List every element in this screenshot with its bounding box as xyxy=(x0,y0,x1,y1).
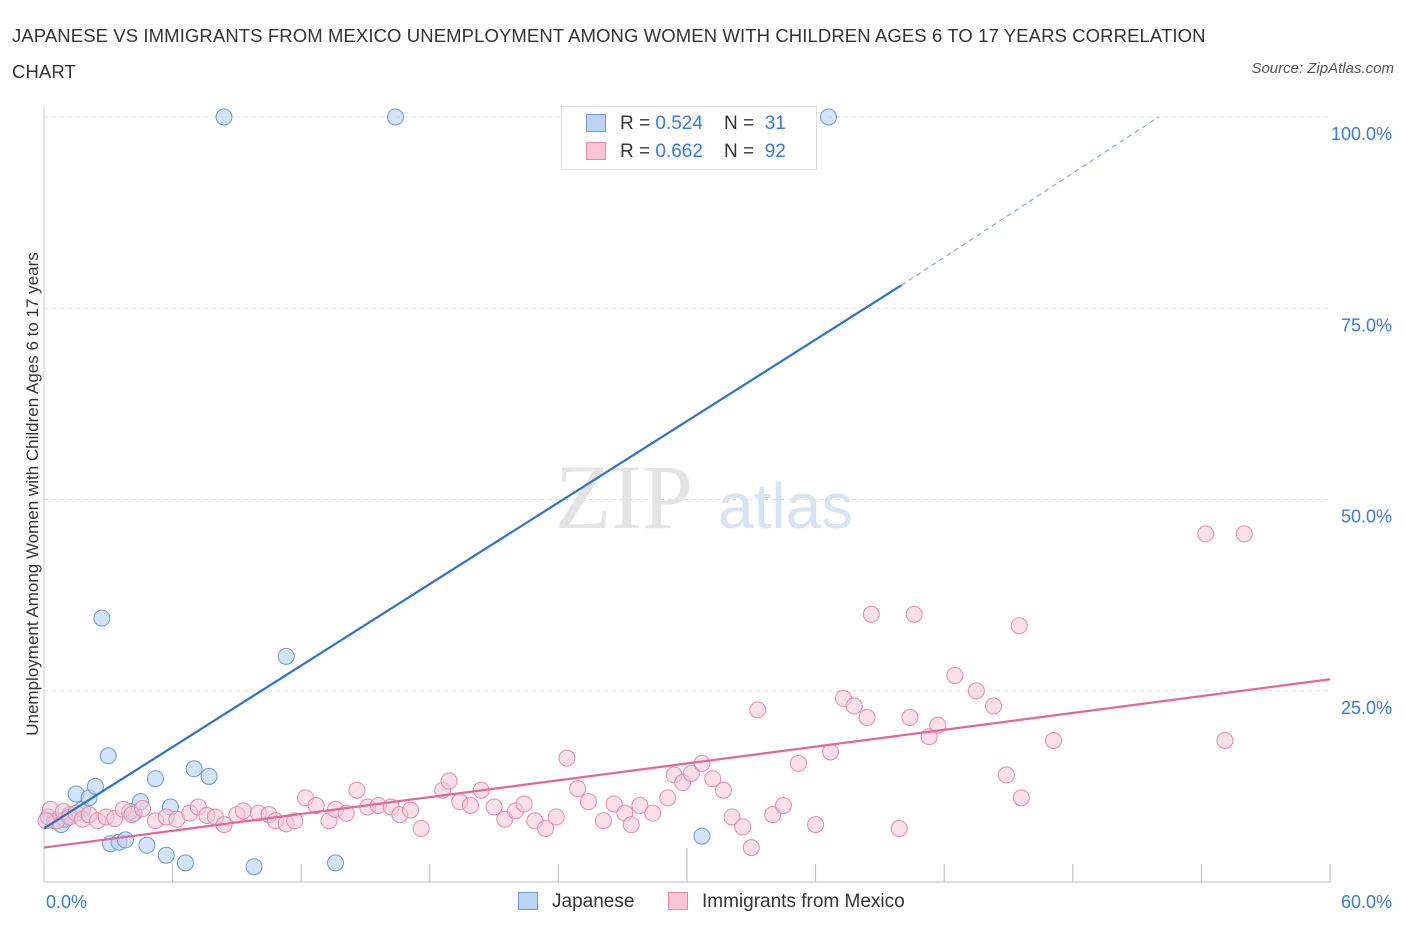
y-tick-label: 75.0% xyxy=(1341,315,1392,335)
mexico-point xyxy=(594,812,612,830)
mexico-point xyxy=(734,818,752,836)
japanese-point xyxy=(185,760,203,778)
japanese-point xyxy=(138,836,156,854)
mexico-point xyxy=(723,808,741,826)
mexico-point xyxy=(1010,617,1028,635)
mexico-point xyxy=(905,605,923,623)
watermark: ZIP atlas xyxy=(555,446,853,548)
mexico-point xyxy=(807,816,825,834)
source-note: Source: ZipAtlas.com xyxy=(1251,60,1394,77)
legend-swatch-japanese xyxy=(586,114,606,132)
mexico-point xyxy=(412,819,430,837)
mexico-point xyxy=(774,797,792,814)
japanese-point xyxy=(387,108,405,126)
mexico-point xyxy=(845,697,863,715)
mexico-point xyxy=(984,697,1002,715)
mexico-point xyxy=(234,802,252,820)
mexico-point xyxy=(307,797,325,814)
bottom-legend-japanese: Japanese xyxy=(518,890,634,914)
japanese-point xyxy=(200,767,218,785)
japanese-trend-line xyxy=(43,284,902,830)
mexico-point xyxy=(749,701,767,719)
y-tick-label: 25.0% xyxy=(1341,698,1392,718)
japanese-point xyxy=(819,108,837,126)
japanese-point xyxy=(116,831,134,849)
mexico-point xyxy=(858,709,876,727)
mexico-point xyxy=(682,764,700,782)
watermark-atlas: atlas xyxy=(718,470,853,542)
y-tick-label: 50.0% xyxy=(1341,507,1392,527)
mexico-point xyxy=(789,754,807,772)
x-tick-label: 0.0% xyxy=(46,892,87,912)
legend-box: R = 0.524 N = 31 R = 0.662 N = 92 xyxy=(561,106,817,170)
tick-labels: 100.0% 75.0% 50.0% 25.0% 0.0% 60.0% xyxy=(46,124,1392,912)
mexico-points xyxy=(37,525,1253,857)
bottom-legend-label-mexico: Immigrants from Mexico xyxy=(702,891,905,912)
japanese-point xyxy=(146,770,164,788)
x-tick-label: 60.0% xyxy=(1341,892,1392,912)
japanese-trend-extension xyxy=(901,116,1159,286)
mexico-point xyxy=(569,780,587,798)
chart-title: JAPANESE VS IMMIGRANTS FROM MEXICO UNEMP… xyxy=(12,25,1206,82)
mexico-point xyxy=(1012,789,1030,807)
mexico-point xyxy=(579,793,597,811)
legend-stats-mexico: R = 0.662 N = 92 xyxy=(620,141,786,162)
mexico-point xyxy=(348,781,366,799)
mexico-point xyxy=(714,781,732,799)
trend-lines xyxy=(43,116,1331,849)
japanese-point xyxy=(86,777,104,795)
mexico-point xyxy=(622,816,640,834)
watermark-zip: ZIP xyxy=(555,446,693,548)
bottom-legend-swatch-japanese xyxy=(518,892,538,910)
mexico-point xyxy=(1045,731,1063,749)
japanese-point xyxy=(326,854,344,872)
mexico-point xyxy=(1235,525,1253,543)
mexico-point xyxy=(967,682,985,700)
mexico-point xyxy=(1216,731,1234,749)
mexico-point xyxy=(537,819,555,837)
japanese-point xyxy=(176,854,194,872)
axes xyxy=(43,105,1331,883)
mexico-point xyxy=(515,795,533,813)
japanese-point xyxy=(157,846,175,864)
mexico-point xyxy=(440,772,458,790)
mexico-point xyxy=(742,839,760,857)
mexico-point xyxy=(862,605,880,623)
mexico-point xyxy=(644,804,662,822)
mexico-point xyxy=(704,770,722,788)
japanese-point xyxy=(245,858,263,876)
mexico-point xyxy=(631,797,649,814)
mexico-point xyxy=(485,798,503,816)
japanese-point xyxy=(693,827,711,845)
mexico-point xyxy=(286,812,304,830)
y-axis-label: Unemployment Among Women with Children A… xyxy=(23,252,42,736)
gridlines xyxy=(44,116,1330,692)
bottom-legend-swatch-mexico xyxy=(668,892,688,910)
mexico-point xyxy=(1197,525,1215,543)
mexico-point xyxy=(890,819,908,837)
mexico-point xyxy=(402,801,420,819)
mexico-point xyxy=(901,709,919,727)
mexico-point xyxy=(558,749,576,767)
legend-swatch-mexico xyxy=(586,142,606,160)
mexico-point xyxy=(547,808,565,826)
japanese-point xyxy=(277,647,295,665)
y-tick-label: 100.0% xyxy=(1331,124,1392,144)
mexico-trend-line xyxy=(43,678,1331,849)
mexico-point xyxy=(134,800,152,818)
japanese-point xyxy=(93,609,111,627)
bottom-legend-label-japanese: Japanese xyxy=(552,891,635,912)
mexico-point xyxy=(462,797,480,814)
mexico-point xyxy=(997,766,1015,784)
mexico-point xyxy=(946,666,964,684)
bottom-legend-mexico: Immigrants from Mexico xyxy=(668,890,905,914)
mexico-point xyxy=(659,789,677,807)
japanese-point xyxy=(99,747,117,765)
japanese-point xyxy=(215,108,233,126)
mexico-point xyxy=(693,754,711,772)
legend-stats-japanese: R = 0.524 N = 31 xyxy=(620,113,786,134)
